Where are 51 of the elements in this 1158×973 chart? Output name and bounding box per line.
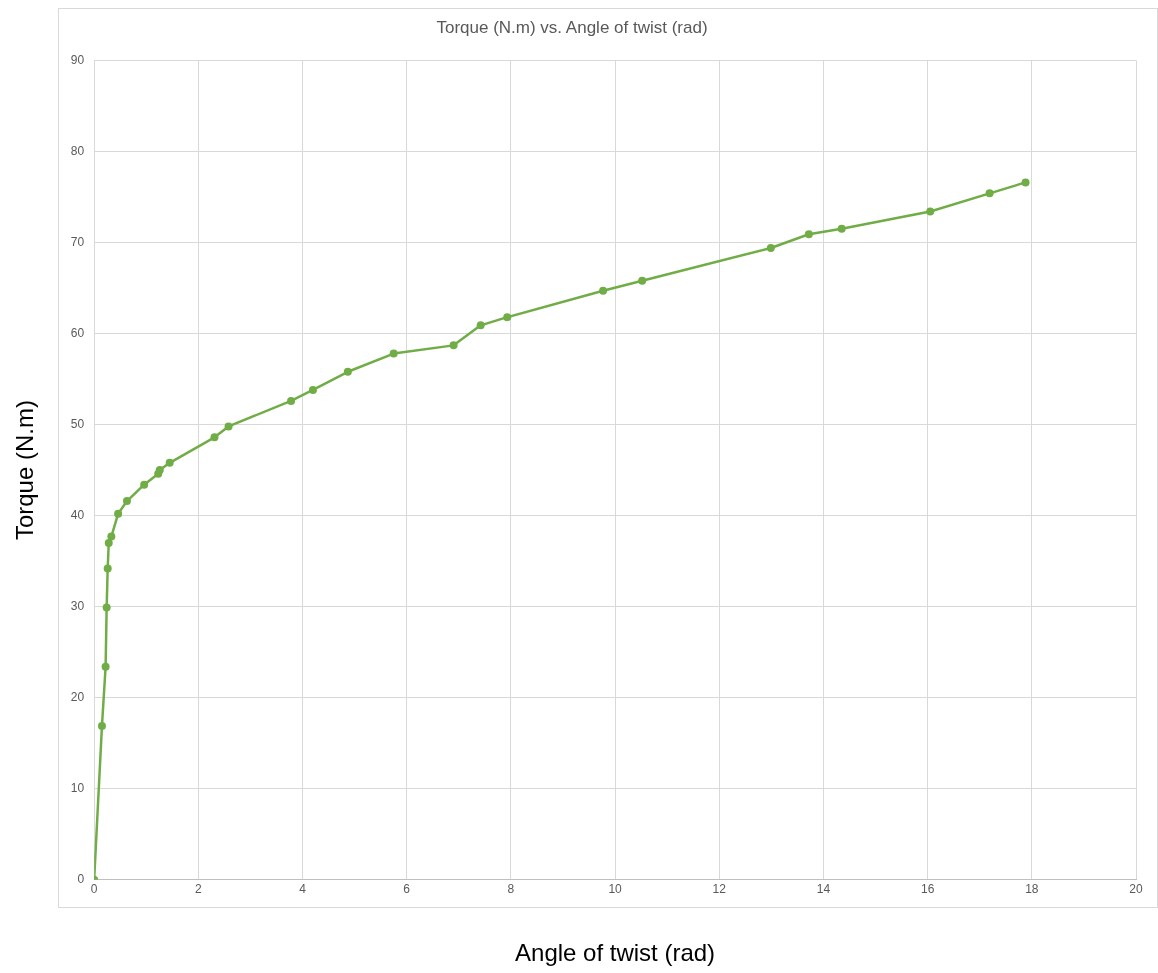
point xyxy=(926,207,935,216)
point xyxy=(140,480,149,489)
y-tick-label: 30 xyxy=(70,598,85,613)
x-tick-label: 14 xyxy=(816,882,831,897)
x-tick-label: 2 xyxy=(194,882,202,897)
point xyxy=(1021,178,1030,187)
point xyxy=(449,341,458,350)
y-tick-label: 60 xyxy=(70,325,85,340)
x-tick-label: 0 xyxy=(90,882,98,897)
point xyxy=(210,433,219,442)
point xyxy=(287,396,296,405)
point xyxy=(804,230,813,239)
point xyxy=(107,532,116,541)
y-tick-label: 80 xyxy=(70,143,85,158)
y-tick-label: 40 xyxy=(70,507,85,522)
x-tick-label: 16 xyxy=(920,882,935,897)
point xyxy=(308,385,317,394)
point xyxy=(102,603,111,612)
point xyxy=(165,458,174,467)
x-axis-title: Angle of twist (rad) xyxy=(515,939,716,967)
point xyxy=(638,276,647,285)
point xyxy=(599,286,608,295)
x-tick-label: 8 xyxy=(507,882,515,897)
point xyxy=(114,509,123,518)
y-tick-label: 50 xyxy=(70,416,85,431)
x-tick-label: 18 xyxy=(1025,882,1039,897)
point xyxy=(343,367,352,376)
point xyxy=(97,721,106,730)
point xyxy=(389,349,398,358)
point xyxy=(837,224,846,233)
x-tick-label: 4 xyxy=(299,882,307,897)
x-tick-label: 20 xyxy=(1129,882,1143,897)
point xyxy=(476,321,485,330)
x-tick-label: 10 xyxy=(608,882,623,897)
y-tick-label: 20 xyxy=(70,690,85,705)
point xyxy=(224,422,233,431)
y-tick-label: 0 xyxy=(77,872,85,887)
y-tick-label: 90 xyxy=(70,52,85,67)
x-tick-label: 12 xyxy=(712,882,727,897)
point xyxy=(503,313,512,322)
point xyxy=(122,497,131,506)
point xyxy=(103,564,112,573)
point xyxy=(104,538,113,547)
point xyxy=(101,662,110,671)
point xyxy=(766,243,775,252)
x-tick-label: 6 xyxy=(403,882,411,897)
chart-title: Torque (N.m) vs. Angle of twist (rad) xyxy=(436,17,708,37)
point xyxy=(985,189,994,198)
y-tick-label: 70 xyxy=(70,234,85,249)
y-tick-label: 10 xyxy=(70,781,85,796)
y-axis-title: Torque (N.m) xyxy=(11,400,39,541)
